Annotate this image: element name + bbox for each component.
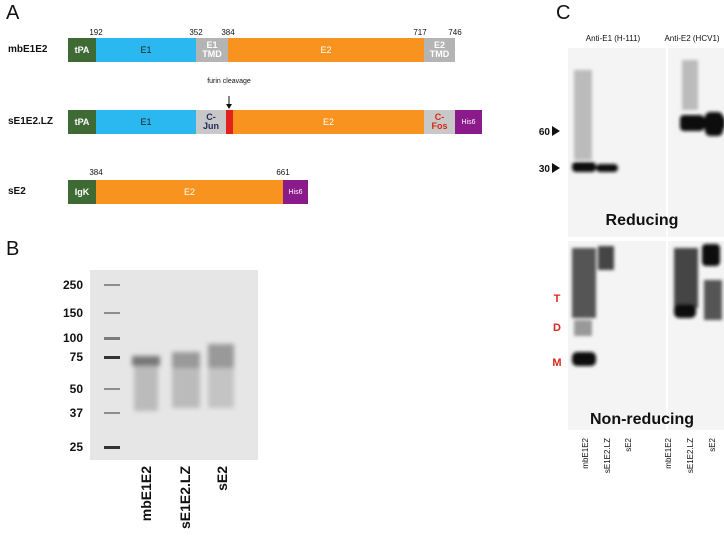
band-label: T: [554, 293, 561, 305]
domain: His6: [455, 110, 482, 134]
domain: C-Jun: [196, 110, 226, 134]
ladder: [104, 284, 120, 449]
lane-label: sE1E2.LZ: [603, 438, 612, 473]
residue-number: 717: [413, 28, 427, 37]
mw-label: 37: [70, 406, 84, 420]
domain: tPA: [68, 38, 96, 62]
annotation: furin cleavage: [207, 78, 251, 85]
lane-label: sE2: [624, 437, 633, 451]
condition-label: Reducing: [606, 212, 679, 229]
band-label: M: [552, 357, 561, 369]
mw-label: 250: [63, 278, 83, 292]
mw-label: 30: [539, 164, 551, 175]
construct-bar: tPA E1 E1 TMD E2 E2 TMD: [68, 38, 455, 62]
marker-arrow: [552, 126, 560, 136]
residue-number: 384: [221, 28, 235, 37]
mw-label: 25: [70, 440, 84, 454]
mw-label: 50: [70, 382, 84, 396]
antibody-label: Anti-E1 (H-111): [586, 34, 641, 43]
lane-label: sE2: [214, 466, 230, 491]
construct-bar: IgK E2 His6: [68, 180, 308, 204]
domain: E2: [96, 180, 283, 204]
residue-number: 661: [276, 168, 290, 177]
lane-label: sE1E2.LZ: [686, 438, 695, 473]
furin-site: [226, 110, 233, 134]
lane-label: mbE1E2: [138, 466, 154, 521]
blot-bands: [572, 60, 724, 366]
residue-number: 746: [448, 28, 462, 37]
mw-markers: 250 150 100 75 50 37 25: [63, 278, 83, 454]
domain: E1: [96, 38, 196, 62]
mw-label: 150: [63, 306, 83, 320]
domain: E2: [233, 110, 424, 134]
construct-name: sE1E2.LZ: [8, 116, 54, 127]
arrow: [226, 96, 232, 109]
domain: IgK: [68, 180, 96, 204]
domain: E2: [228, 38, 424, 62]
mw-label: 100: [63, 331, 83, 345]
mw-label: 75: [70, 350, 84, 364]
construct-bar: tPA E1 C-Jun E2 C-Fos His6: [68, 110, 482, 134]
domain: E1 TMD: [196, 38, 228, 62]
marker-arrow: [552, 163, 560, 173]
panel-label: A: [6, 2, 20, 24]
lane-label: mbE1E2: [581, 437, 590, 468]
antibody-label: Anti-E2 (HCV1): [664, 34, 719, 43]
panel-label: B: [6, 238, 20, 260]
mw-label: 60: [539, 127, 551, 138]
band-label: D: [553, 322, 561, 334]
construct-name: mbE1E2: [8, 44, 48, 55]
domain: His6: [283, 180, 308, 204]
domain: C-Fos: [424, 110, 455, 134]
residue-number: 352: [189, 28, 203, 37]
gel-bands: [132, 344, 234, 411]
domain: E1: [96, 110, 196, 134]
gel-b: 250 150 100 75 50 37 25 mbE1E2 sE1E2.LZ …: [63, 270, 258, 529]
condition-label: Non-reducing: [590, 411, 694, 428]
construct-name: sE2: [8, 186, 26, 197]
residue-number: 192: [89, 28, 103, 37]
lane-label: sE1E2.LZ: [177, 466, 193, 529]
domain: tPA: [68, 110, 96, 134]
lane-label: sE2: [708, 437, 717, 451]
domain: E2 TMD: [424, 38, 455, 62]
blot-c: Anti-E1 (H-111) Anti-E2 (HCV1) Reducing …: [539, 34, 724, 473]
panel-label: C: [556, 2, 571, 24]
lane-label: mbE1E2: [664, 437, 673, 468]
residue-number: 384: [89, 168, 103, 177]
